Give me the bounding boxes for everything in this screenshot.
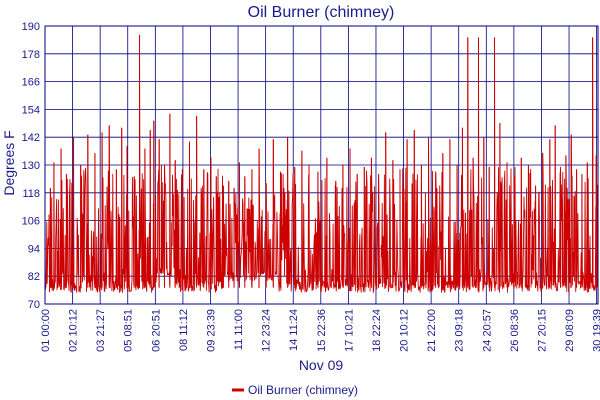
x-tick-label: 20 10:12 (399, 309, 411, 352)
x-tick-label: 01 00:00 (40, 309, 52, 352)
legend: Oil Burner (chimney) (232, 383, 358, 397)
y-tick-label: 94 (28, 243, 40, 255)
y-ticks: 70 82 94 106 118 130 142 154 166 178 190 (22, 21, 40, 311)
y-tick-label: 118 (22, 188, 40, 200)
legend-label: Oil Burner (chimney) (248, 383, 358, 397)
x-tick-label: 05 08:51 (123, 309, 135, 352)
y-tick-label: 70 (28, 299, 40, 311)
x-tick-label: 02 10:12 (68, 309, 80, 352)
y-tick-label: 190 (22, 21, 40, 33)
y-tick-label: 154 (22, 104, 40, 116)
x-tick-label: 27 20:15 (536, 309, 548, 352)
x-tick-label: 26 08:36 (509, 309, 521, 352)
x-tick-label: 23 09:18 (454, 309, 466, 352)
y-tick-label: 106 (22, 216, 40, 228)
y-tick-label: 166 (22, 77, 40, 89)
y-tick-label: 82 (28, 271, 40, 283)
plot-frame (44, 25, 599, 305)
x-tick-label: 24 20:57 (481, 309, 493, 352)
x-tick-label: 14 11:24 (288, 309, 300, 351)
y-tick-label: 142 (22, 132, 40, 144)
x-tick-label: 29 08:09 (564, 309, 576, 352)
x-tick-label: 03 21:27 (95, 309, 107, 352)
x-tick-label: 15 22:36 (316, 309, 328, 352)
chart-title: Oil Burner (chimney) (248, 4, 395, 21)
series-layer (44, 34, 599, 293)
x-tick-label: 18 22:24 (371, 309, 383, 352)
x-tick-label: 17 10:21 (343, 309, 355, 352)
x-tick-label: 06 20:51 (150, 309, 162, 352)
x-tick-label: 11 11:00 (233, 309, 245, 350)
x-tick-label: 08 11:12 (178, 309, 190, 351)
x-ticks: 01 00:00 02 10:12 03 21:27 05 08:51 06 20:51… (40, 309, 600, 352)
x-tick-label: 30 19:39 (592, 309, 600, 352)
y-tick-label: 130 (22, 160, 40, 172)
x-tick-label: 21 22:00 (426, 309, 438, 352)
x-axis-label: Nov 09 (299, 357, 344, 373)
y-tick-label: 178 (22, 49, 40, 61)
x-tick-label: 09 23:39 (205, 309, 217, 352)
x-tick-label: 12 23:24 (261, 309, 273, 352)
y-axis-label: Degrees F (1, 130, 17, 195)
